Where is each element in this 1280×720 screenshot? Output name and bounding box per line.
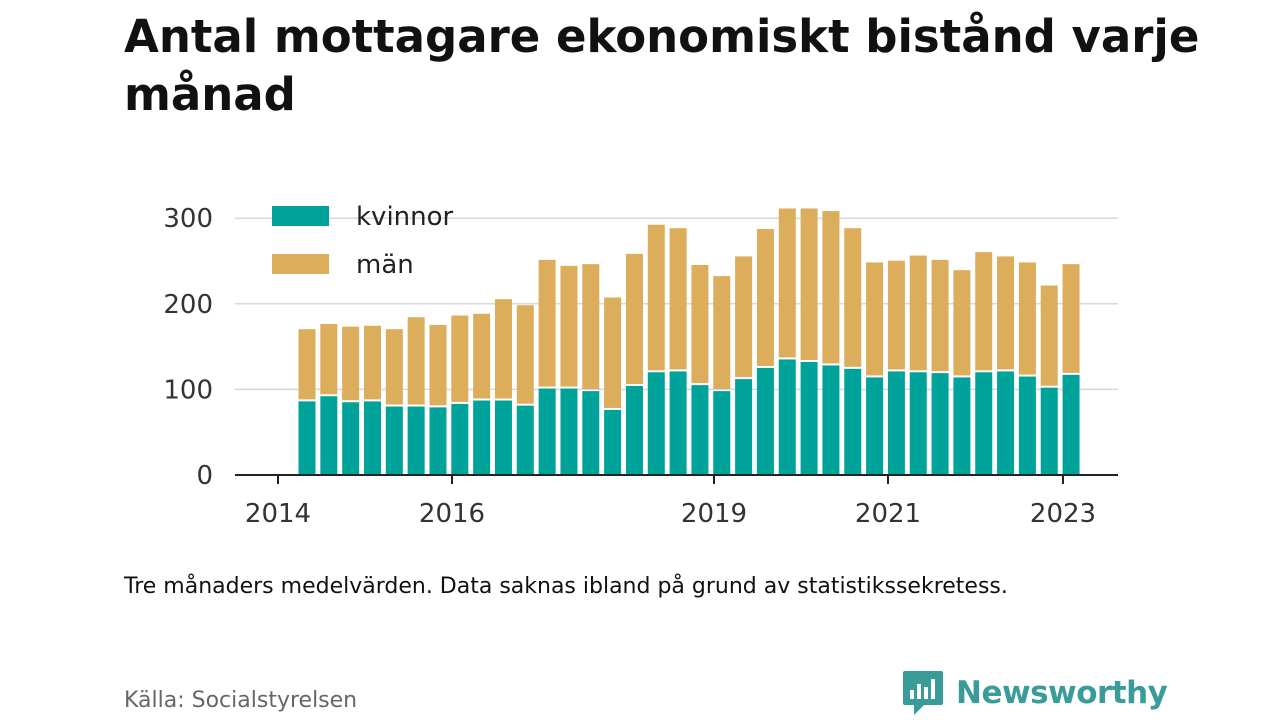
bar-man: [407, 317, 425, 405]
bar-kvinnor: [582, 391, 600, 475]
bar-kvinnor: [494, 400, 512, 475]
bar-kvinnor: [756, 368, 774, 475]
chart-note: Tre månaders medelvärden. Data saknas ib…: [124, 574, 1008, 599]
bar-man: [887, 260, 905, 370]
bar-kvinnor: [800, 362, 818, 475]
bar-man: [800, 208, 818, 361]
bar-kvinnor: [516, 405, 534, 475]
brand-name: Newsworthy: [956, 675, 1168, 711]
legend-swatch: [272, 206, 329, 226]
bar-man: [1040, 285, 1058, 386]
legend: kvinnor män: [272, 202, 454, 280]
legend-label: män: [356, 250, 414, 280]
bar-man: [385, 329, 403, 405]
y-tick-label: 200: [163, 290, 213, 320]
bar-kvinnor: [451, 403, 469, 475]
x-tick-label: 2021: [855, 499, 921, 529]
bar-kvinnor: [363, 401, 381, 475]
bar-man: [494, 299, 512, 399]
newsworthy-logo: Newsworthy: [902, 670, 1168, 716]
bar-man: [516, 305, 534, 404]
bar-man: [647, 224, 665, 371]
chart-title: Antal mottagare ekonomiskt bistånd varje…: [124, 10, 1200, 121]
bar-man: [866, 262, 884, 376]
bar-kvinnor: [713, 391, 731, 475]
bar-man: [582, 264, 600, 390]
bar-man: [451, 315, 469, 402]
bar-kvinnor: [887, 371, 905, 475]
bar-kvinnor: [931, 373, 949, 475]
bar-man: [953, 270, 971, 376]
bar-kvinnor: [822, 365, 840, 475]
x-tick-label: 2016: [419, 499, 485, 529]
bar-man: [1018, 262, 1036, 375]
bar-man: [363, 325, 381, 400]
bar-man: [756, 229, 774, 366]
bar-kvinnor: [298, 401, 316, 475]
bar-kvinnor: [669, 371, 687, 475]
x-tick-label: 2023: [1030, 499, 1096, 529]
bar-kvinnor: [844, 368, 862, 475]
legend-label: kvinnor: [356, 202, 454, 232]
bar-kvinnor: [320, 396, 338, 475]
bars: [298, 208, 1080, 475]
bar-kvinnor: [342, 402, 360, 475]
x-tick-label: 2014: [245, 499, 311, 529]
bar-man: [735, 256, 753, 378]
chart: 0 100 200 300 2014 2016 2019 2021 2023 kvinnor m…: [163, 202, 1118, 529]
bar-man: [604, 297, 622, 408]
bar-man: [997, 256, 1015, 370]
bar-kvinnor: [385, 406, 403, 475]
y-tick-label: 300: [163, 204, 213, 234]
newsworthy-logo-icon: [903, 671, 943, 715]
x-axis: 2014 2016 2019 2021 2023: [235, 474, 1118, 529]
bar-kvinnor: [866, 377, 884, 475]
bar-man: [473, 313, 491, 399]
bar-kvinnor: [909, 372, 927, 475]
x-tick-label: 2019: [681, 499, 747, 529]
bar-kvinnor: [953, 377, 971, 475]
bar-kvinnor: [429, 407, 447, 475]
bar-man: [931, 259, 949, 372]
bar-man: [342, 326, 360, 401]
bar-man: [1062, 264, 1080, 373]
bar-man: [844, 228, 862, 367]
bar-man: [298, 329, 316, 400]
bar-man: [691, 264, 709, 384]
bar-man: [560, 265, 578, 387]
bar-kvinnor: [473, 400, 491, 475]
bar-man: [429, 324, 447, 406]
y-tick-label: 100: [163, 375, 213, 405]
bar-man: [669, 228, 687, 370]
bar-kvinnor: [1040, 387, 1058, 475]
bar-kvinnor: [735, 379, 753, 475]
bar-kvinnor: [778, 359, 796, 475]
bar-kvinnor: [997, 371, 1015, 475]
legend-swatch: [272, 254, 329, 274]
bar-kvinnor: [407, 406, 425, 475]
bar-man: [909, 255, 927, 371]
bar-man: [975, 252, 993, 371]
bar-kvinnor: [604, 409, 622, 475]
source-credit: Källa: Socialstyrelsen: [124, 688, 358, 713]
bar-man: [713, 276, 731, 390]
gridlines: 0 100 200 300: [163, 204, 1118, 491]
bar-man: [538, 259, 556, 387]
bar-kvinnor: [625, 385, 643, 475]
y-tick-label: 0: [196, 461, 213, 491]
bar-kvinnor: [691, 385, 709, 475]
bar-kvinnor: [538, 388, 556, 475]
bar-kvinnor: [560, 388, 578, 475]
bar-kvinnor: [647, 372, 665, 475]
bar-man: [778, 208, 796, 358]
bar-kvinnor: [1018, 376, 1036, 475]
bar-man: [320, 324, 338, 395]
bar-man: [822, 211, 840, 364]
bar-kvinnor: [975, 372, 993, 475]
bar-man: [625, 253, 643, 384]
bar-kvinnor: [1062, 374, 1080, 475]
